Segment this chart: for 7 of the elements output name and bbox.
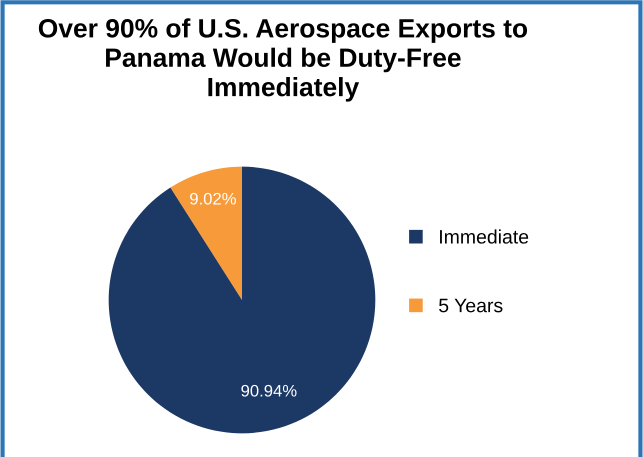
- pie-slice: [108, 166, 376, 434]
- data-label: 9.02%: [190, 192, 236, 205]
- legend-label: Immediate: [440, 229, 528, 244]
- data-label: 90.94%: [241, 384, 297, 397]
- pie-slice: [170, 166, 242, 300]
- legend-label: 5 Years: [439, 298, 502, 312]
- chart-title: Over 90% of U.S. Aerospace Exports to Panama Would be Duty-Free Immediately: [38, 18, 528, 102]
